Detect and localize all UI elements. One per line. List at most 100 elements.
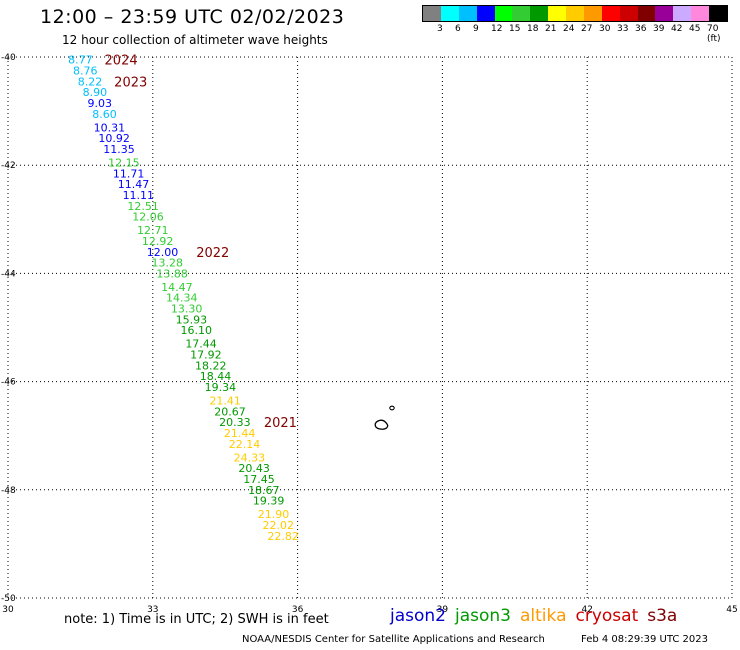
legend-swatch — [619, 6, 638, 21]
latitude-tick-label: -40 — [1, 53, 16, 63]
legend-label: 27 — [581, 24, 593, 34]
wave-height-value: 11.11 — [123, 189, 155, 202]
wave-height-value: 12.15 — [108, 156, 140, 169]
legend-swatch — [476, 6, 495, 21]
legend-label: 70 (ft) — [707, 24, 721, 44]
legend-swatch — [583, 6, 602, 21]
wave-height-value: 20.33 — [219, 416, 251, 429]
wave-height-value: 17.45 — [243, 473, 275, 486]
year-label: 2021 — [264, 416, 297, 431]
wave-height-value: 20.67 — [214, 405, 246, 418]
units-note: note: 1) Time is in UTC; 2) SWH is in fe… — [64, 612, 329, 627]
wave-height-value: 13.30 — [171, 303, 203, 316]
wave-height-value: 24.33 — [234, 451, 266, 464]
legend-swatch — [530, 6, 549, 21]
longitude-tick-label: 33 — [147, 605, 158, 615]
wave-height-value: 19.39 — [253, 495, 285, 508]
legend-swatch — [512, 6, 531, 21]
wave-height-value: 20.43 — [238, 462, 270, 475]
legend-swatch — [566, 6, 584, 21]
wave-height-value: 12.06 — [132, 211, 164, 224]
wave-height-value: 21.90 — [258, 508, 290, 521]
wave-height-value: 8.22 — [78, 75, 103, 88]
longitude-tick-label: 45 — [726, 605, 737, 615]
map-title: 12:00 – 23:59 UTC 02/02/2023 — [40, 6, 345, 28]
legend-label: 15 — [509, 24, 521, 34]
legend-swatch — [423, 6, 441, 21]
wave-height-value: 17.44 — [185, 338, 217, 351]
wave-height-value: 11.71 — [113, 167, 145, 180]
legend-labels: 3 6 9 12 15 18 21 24 27 30 33 36 39 42 45 70 (ft) — [422, 22, 728, 44]
wave-height-observations: 8.778.768.228.909.038.6010.3110.9211.351… — [68, 54, 299, 543]
latitude-tick-label: -42 — [1, 161, 16, 171]
island-outlines — [374, 405, 395, 430]
generation-timestamp: Feb 4 08:29:39 UTC 2023 — [581, 634, 708, 645]
wave-height-value: 8.90 — [83, 86, 108, 99]
wave-height-value: 17.92 — [190, 349, 222, 362]
wave-height-value: 9.03 — [87, 97, 112, 110]
latitude-tick-label: -50 — [1, 594, 16, 604]
legend-swatch — [601, 6, 620, 21]
wave-height-value: 13.28 — [152, 257, 184, 270]
wave-height-value: 22.14 — [229, 438, 261, 451]
legend-swatch — [673, 6, 692, 21]
wave-height-value: 8.60 — [92, 108, 117, 121]
map-subtitle: 12 hour collection of altimeter wave hei… — [62, 33, 328, 47]
legend-swatches — [422, 5, 728, 22]
latitude-tick-label: -48 — [1, 486, 16, 496]
wave-height-value: 14.47 — [161, 281, 193, 294]
satellite-name-jason3: jason3 — [455, 606, 511, 626]
year-labels: 2024 2023 2022 2021 — [105, 54, 297, 431]
year-label: 2022 — [196, 246, 229, 261]
island-outline-large — [374, 419, 389, 430]
legend-label: 39 — [653, 24, 665, 34]
wave-height-value: 12.00 — [147, 246, 179, 259]
legend-label: 21 — [545, 24, 557, 34]
legend-label: 45 — [689, 24, 701, 34]
satellite-name-cryosat: cryosat — [575, 606, 639, 626]
legend-swatch — [637, 6, 656, 21]
wave-height-value: 13.88 — [156, 267, 188, 280]
legend-label: 18 — [527, 24, 539, 34]
wave-height-value: 22.02 — [263, 519, 295, 532]
longitude-labels: 30 33 36 39 42 45 — [2, 605, 737, 615]
legend-label: 36 — [635, 24, 647, 34]
credit-line: NOAA/NESDIS Center for Satellite Applica… — [242, 634, 545, 645]
legend-label: 24 — [563, 24, 575, 34]
wave-height-value: 16.10 — [180, 324, 212, 337]
longitude-tick-label: 36 — [292, 605, 304, 615]
island-outline-small — [389, 405, 395, 411]
longitude-tick-label: 42 — [581, 605, 592, 615]
legend-swatch — [548, 6, 566, 21]
legend-label: 6 — [455, 24, 461, 34]
legend-label: 12 — [491, 24, 503, 34]
latitude-tick-label: -44 — [1, 269, 16, 279]
longitude-tick-label: 39 — [437, 605, 449, 615]
legend-swatch — [494, 6, 513, 21]
latitude-labels: -40 -42 -44 -46 -48 -50 — [1, 53, 16, 604]
lat-lon-grid — [7, 56, 733, 599]
wave-height-value: 19.34 — [205, 381, 237, 394]
legend-label: 42 — [671, 24, 683, 34]
wave-height-value: 10.92 — [98, 132, 130, 145]
latitude-tick-label: -46 — [1, 378, 16, 388]
wave-height-value: 21.41 — [209, 395, 241, 408]
wave-height-value: 18.67 — [248, 484, 280, 497]
wave-height-value: 12.71 — [137, 224, 169, 237]
wave-height-value: 22.82 — [267, 530, 299, 543]
wave-height-value: 18.44 — [200, 370, 232, 383]
wave-height-value: 12.51 — [127, 200, 159, 213]
legend-swatch — [440, 6, 459, 21]
wave-height-value: 18.22 — [195, 359, 227, 372]
satellite-name-jason2: jason2 — [390, 606, 446, 626]
wave-height-value: 11.35 — [103, 143, 135, 156]
year-label: 2024 — [105, 54, 138, 69]
wave-height-value: 12.92 — [142, 235, 174, 248]
legend-label: 30 — [599, 24, 611, 34]
wave-height-value: 21.44 — [224, 427, 256, 440]
wave-height-value: 10.31 — [94, 121, 126, 134]
wave-height-value: 8.76 — [73, 65, 98, 78]
legend-swatch — [691, 6, 709, 21]
wave-height-value: 15.93 — [176, 313, 208, 326]
